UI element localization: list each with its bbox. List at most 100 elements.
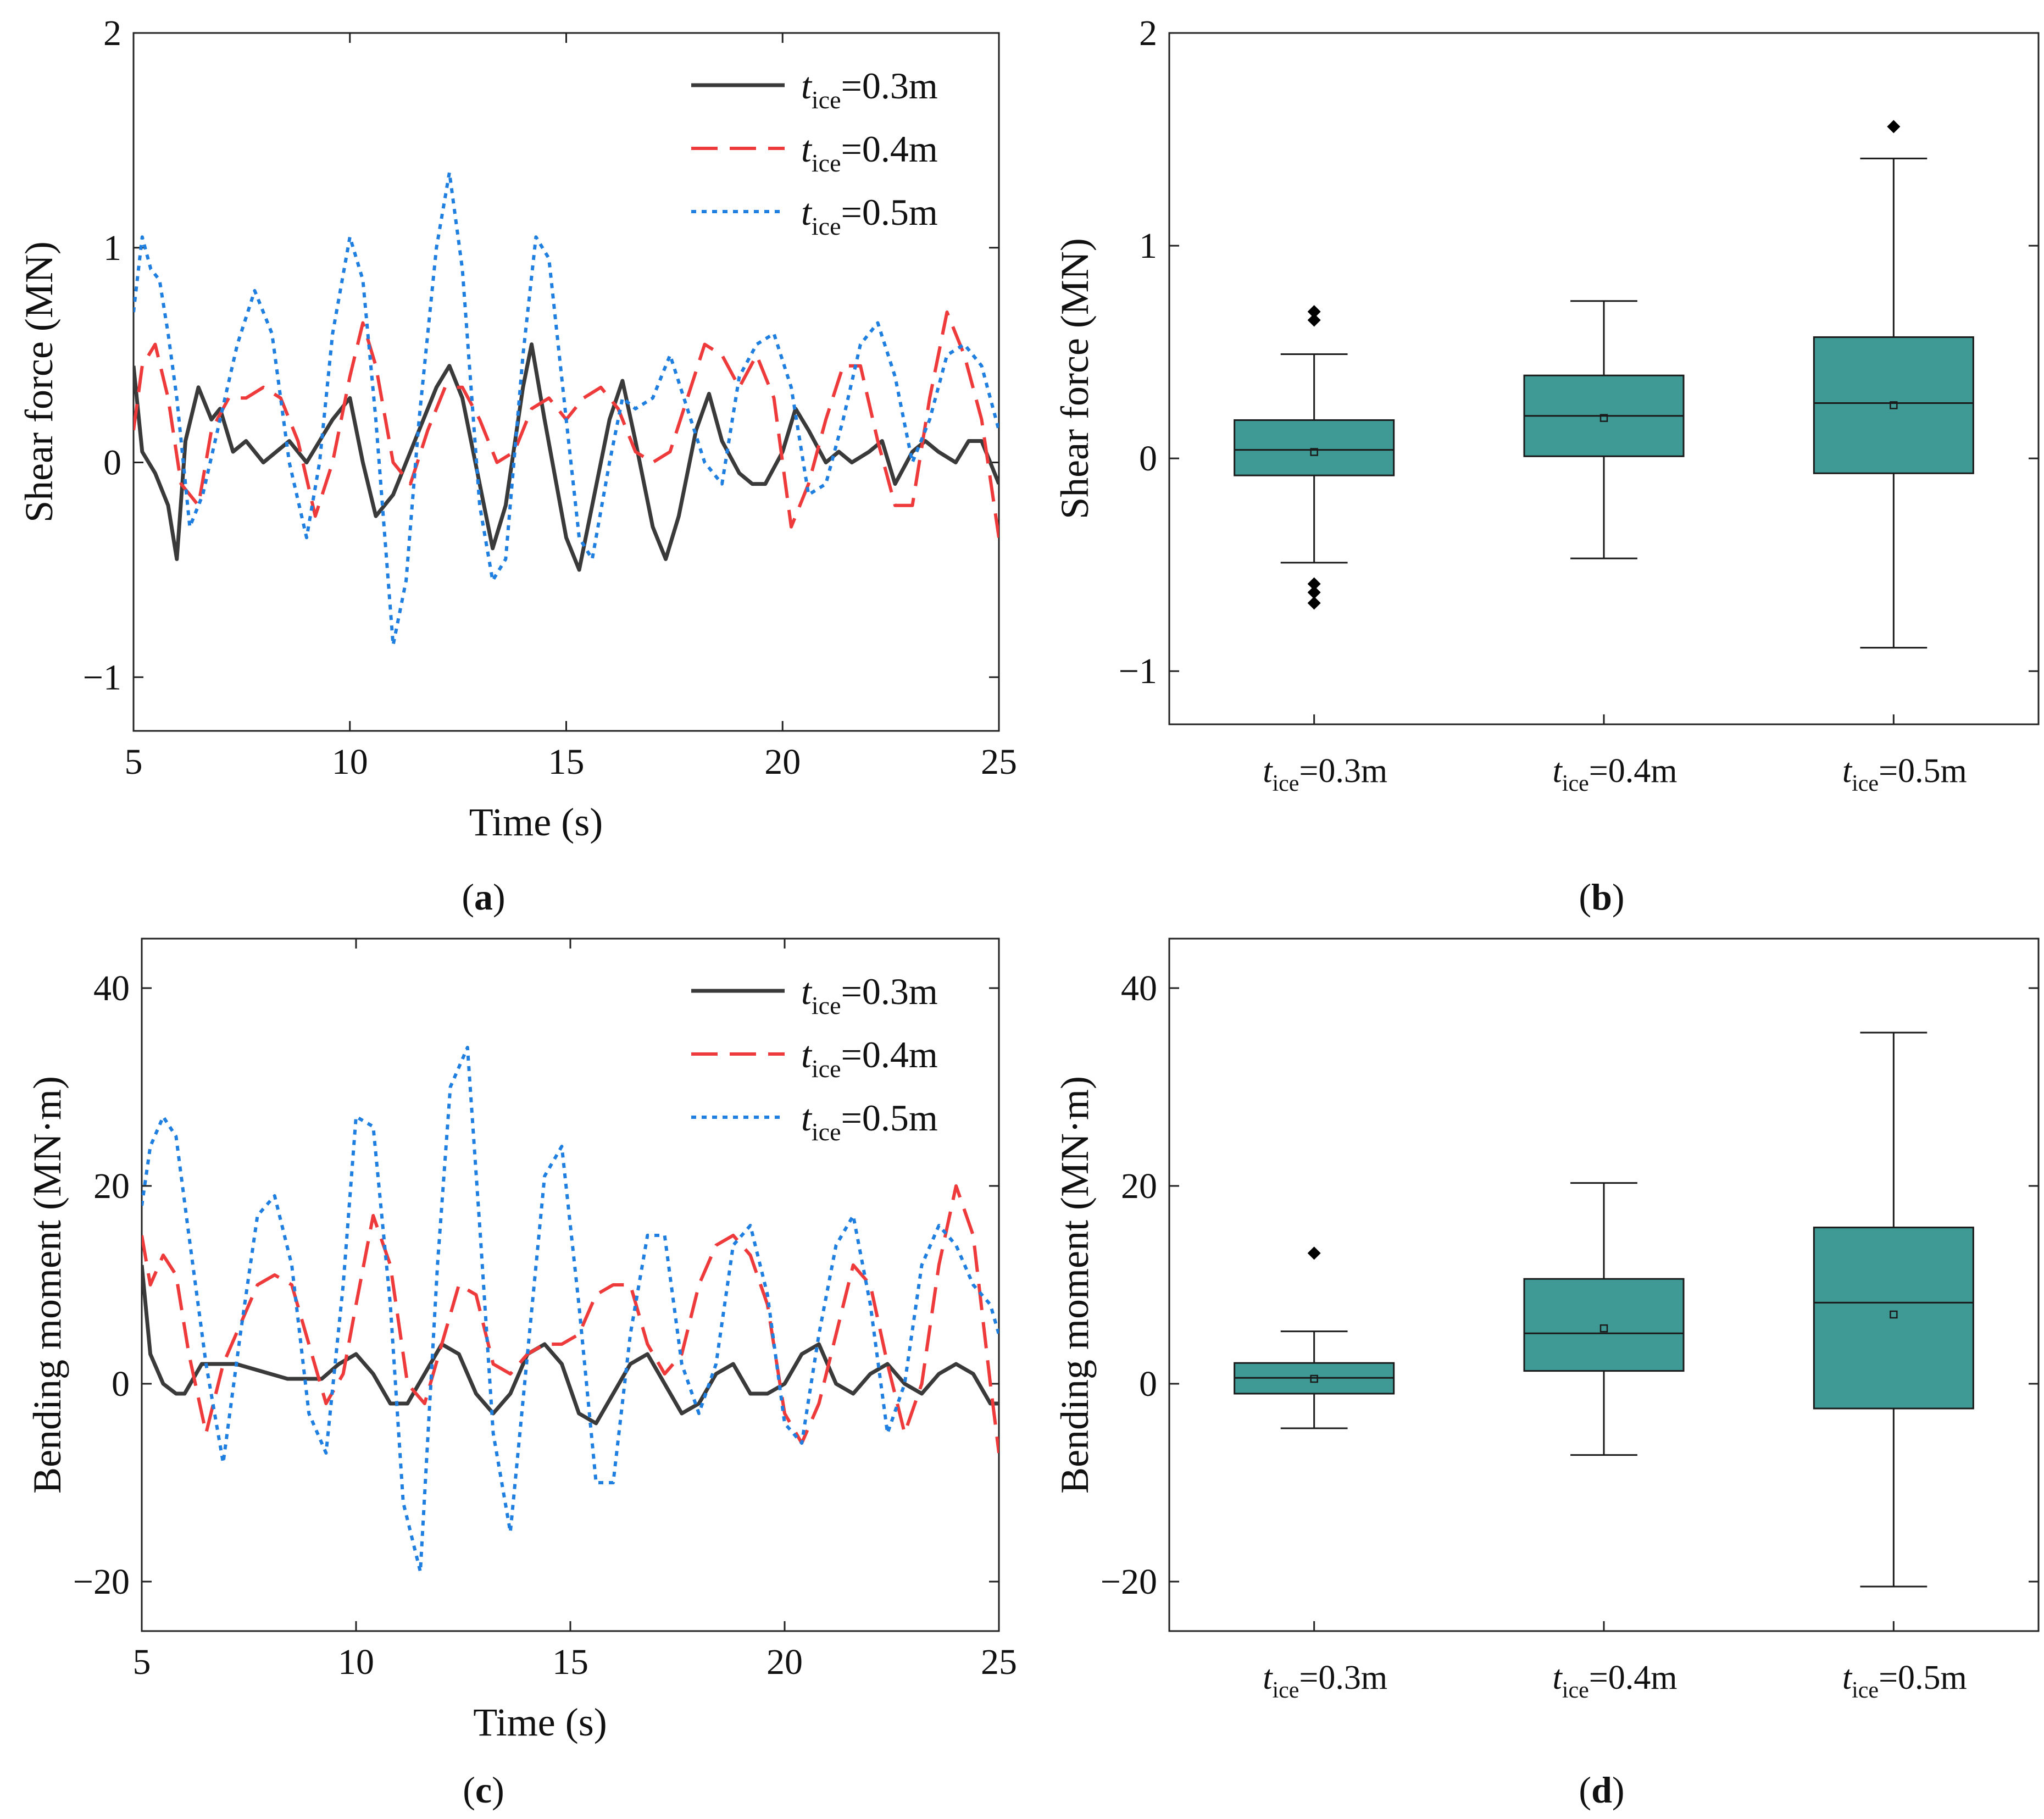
series-line-1	[142, 1265, 999, 1426]
y-tick-label: −20	[1101, 1562, 1157, 1602]
panel-label: (c)	[463, 1769, 504, 1811]
panel-label-close: )	[1612, 876, 1625, 918]
legend-sub: ice	[812, 212, 841, 240]
x-tick-label: 5	[133, 1642, 151, 1682]
x-axis-title: Time (s)	[473, 1700, 607, 1744]
y-tick-label: −1	[1119, 651, 1157, 691]
y-tick-label: 20	[93, 1166, 130, 1206]
y-tick-label: 20	[1121, 1166, 1157, 1206]
y-tick-label: 0	[1139, 1364, 1157, 1404]
legend-var: t	[801, 128, 813, 170]
legend-value: =0.4m	[841, 128, 938, 170]
legend-var: t	[801, 191, 813, 233]
legend-label-3: tice=0.5m	[801, 1097, 938, 1146]
legend-sub: ice	[812, 86, 841, 114]
box	[1813, 336, 1974, 474]
category-sub: ice	[1562, 1678, 1589, 1703]
x-tick-label: 25	[981, 1642, 1017, 1682]
outlier-point	[1307, 305, 1321, 319]
series-line-1	[134, 342, 999, 572]
panel-label: (d)	[1579, 1769, 1624, 1811]
legend-var: t	[801, 1034, 813, 1075]
series-line-3	[134, 171, 999, 647]
y-tick-label: 40	[1121, 968, 1157, 1008]
category-label: tice=0.5m	[1842, 752, 1967, 796]
category-label: tice=0.3m	[1263, 1659, 1387, 1703]
category-sub: ice	[1272, 1678, 1299, 1703]
y-tick-label: 0	[112, 1364, 130, 1404]
legend-value: =0.3m	[841, 970, 938, 1012]
panel-label-letter: a	[474, 876, 493, 918]
category-label: tice=0.3m	[1263, 752, 1387, 796]
legend-value: =0.5m	[841, 191, 938, 233]
legend-label-1: tice=0.3m	[801, 65, 938, 114]
legend-label-1: tice=0.3m	[801, 970, 938, 1019]
legend-value: =0.3m	[841, 65, 938, 107]
legend-label-3: tice=0.5m	[801, 191, 938, 240]
legend-value: =0.4m	[841, 1034, 938, 1075]
y-axis-title: Shear force (MN)	[17, 241, 61, 523]
panel-label-open: (	[1579, 1769, 1591, 1811]
x-tick-label: 20	[764, 742, 801, 782]
category-label: tice=0.5m	[1842, 1659, 1967, 1703]
outlier-point	[1307, 1246, 1321, 1260]
category-value: =0.4m	[1589, 752, 1678, 790]
category-label: tice=0.4m	[1553, 1659, 1678, 1703]
x-tick-label: 15	[552, 1642, 588, 1682]
legend-var: t	[801, 65, 813, 107]
series-line-2	[142, 1184, 999, 1454]
legend-var: t	[801, 970, 813, 1012]
legend-sub: ice	[812, 1055, 841, 1083]
panel-label: (b)	[1579, 876, 1624, 918]
outlier-point	[1307, 313, 1321, 327]
category-sub: ice	[1272, 771, 1299, 796]
box	[1234, 419, 1395, 476]
category-value: =0.3m	[1299, 752, 1387, 790]
category-sub: ice	[1852, 1678, 1879, 1703]
y-tick-label: 2	[103, 13, 121, 53]
category-sub: ice	[1562, 771, 1589, 796]
y-tick-label: −1	[83, 657, 121, 697]
y-axis-title: Bending moment (MN·m)	[1053, 1076, 1097, 1494]
x-axis-title: Time (s)	[469, 800, 603, 844]
category-value: =0.5m	[1879, 1659, 1967, 1696]
y-tick-label: 0	[1139, 439, 1157, 479]
mean-marker	[1599, 414, 1608, 422]
y-axis-title: Shear force (MN)	[1053, 238, 1097, 519]
y-tick-label: 1	[103, 228, 121, 268]
panel-label-open: (	[1579, 876, 1591, 918]
category-value: =0.5m	[1879, 752, 1967, 790]
x-tick-label: 10	[332, 742, 368, 782]
outlier-point	[1307, 596, 1321, 610]
series-line-2	[134, 310, 999, 538]
outlier-point	[1307, 577, 1321, 591]
panel-label-letter: c	[475, 1769, 492, 1811]
category-label: tice=0.4m	[1553, 752, 1678, 796]
mean-marker	[1310, 1374, 1318, 1383]
x-tick-label: 10	[338, 1642, 374, 1682]
legend-sub: ice	[812, 1118, 841, 1146]
category-sub: ice	[1852, 771, 1879, 796]
chart-a: −1 0 1 2 Shear force (MN) (a) 5 10 15 20 25 Time (s…	[17, 13, 1017, 918]
mean-marker	[1310, 448, 1318, 456]
y-axis-title: Bending moment (MN·m)	[25, 1076, 69, 1494]
panel-label-letter: b	[1591, 876, 1612, 918]
category-value: =0.3m	[1299, 1659, 1387, 1696]
category-var: t	[1553, 1659, 1563, 1696]
legend-sub: ice	[812, 149, 841, 177]
panel-label-open: (	[462, 876, 474, 918]
category-value: =0.4m	[1589, 1659, 1678, 1696]
y-tick-label: −20	[73, 1562, 130, 1602]
legend-label-2: tice=0.4m	[801, 1034, 938, 1083]
legend-label-2: tice=0.4m	[801, 128, 938, 177]
category-var: t	[1842, 752, 1853, 790]
legend-value: =0.5m	[841, 1097, 938, 1139]
panel-label-close: )	[492, 1769, 504, 1811]
outlier-point	[1887, 120, 1901, 134]
category-var: t	[1263, 1659, 1273, 1696]
legend-var: t	[801, 1097, 813, 1139]
panel-label-letter: d	[1591, 1769, 1612, 1811]
